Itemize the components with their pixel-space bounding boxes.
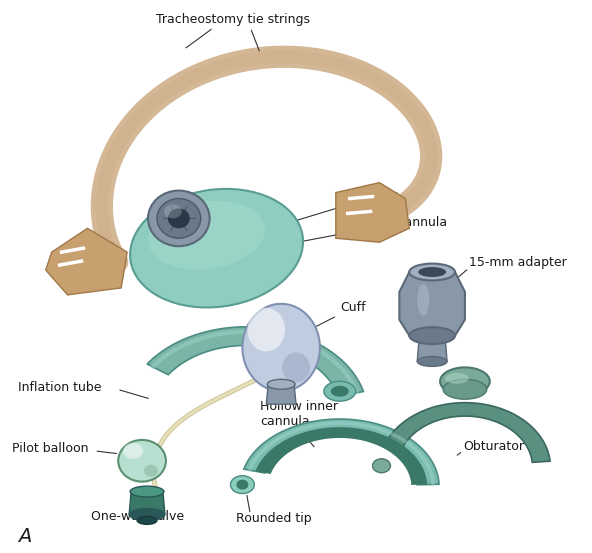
Ellipse shape	[144, 465, 158, 477]
Ellipse shape	[331, 386, 349, 397]
Text: One-way valve: One-way valve	[91, 510, 185, 523]
Ellipse shape	[282, 352, 310, 382]
Polygon shape	[255, 427, 427, 485]
Text: Rounded tip: Rounded tip	[236, 512, 312, 525]
Text: Obturator: Obturator	[463, 440, 524, 453]
Ellipse shape	[118, 440, 166, 482]
Polygon shape	[244, 419, 439, 485]
Polygon shape	[46, 228, 127, 295]
Polygon shape	[266, 384, 296, 404]
Ellipse shape	[409, 264, 455, 280]
Ellipse shape	[443, 379, 487, 399]
Text: A: A	[18, 527, 31, 546]
Text: Hollow inner
cannula: Hollow inner cannula	[260, 400, 338, 428]
Text: Pilot balloon: Pilot balloon	[12, 442, 88, 455]
Ellipse shape	[164, 205, 182, 218]
Ellipse shape	[242, 304, 320, 391]
Ellipse shape	[236, 479, 249, 489]
Ellipse shape	[130, 189, 303, 307]
Polygon shape	[147, 327, 363, 397]
Ellipse shape	[417, 357, 447, 367]
Ellipse shape	[445, 373, 469, 384]
Text: 15-mm adapter: 15-mm adapter	[469, 255, 567, 269]
Ellipse shape	[409, 327, 455, 344]
Ellipse shape	[123, 443, 143, 459]
Ellipse shape	[324, 382, 356, 401]
Ellipse shape	[130, 486, 164, 497]
Text: Inflation tube: Inflation tube	[18, 381, 101, 394]
Ellipse shape	[418, 267, 446, 277]
Ellipse shape	[417, 284, 429, 316]
Ellipse shape	[440, 367, 490, 395]
Polygon shape	[417, 336, 447, 362]
Ellipse shape	[137, 517, 157, 524]
Polygon shape	[384, 403, 550, 462]
Text: Outer cannula: Outer cannula	[269, 216, 447, 248]
Ellipse shape	[168, 208, 190, 228]
Polygon shape	[129, 492, 165, 514]
Ellipse shape	[267, 379, 295, 389]
Text: Flange: Flange	[283, 189, 400, 225]
Ellipse shape	[247, 308, 285, 352]
Polygon shape	[336, 182, 409, 242]
Text: Cuff: Cuff	[308, 301, 365, 330]
Ellipse shape	[230, 476, 255, 494]
Ellipse shape	[129, 508, 165, 520]
Ellipse shape	[149, 201, 265, 270]
Ellipse shape	[157, 199, 201, 238]
Text: Tracheostomy tie strings: Tracheostomy tie strings	[156, 13, 310, 26]
Ellipse shape	[148, 191, 210, 246]
Polygon shape	[400, 272, 465, 336]
Ellipse shape	[372, 459, 391, 473]
